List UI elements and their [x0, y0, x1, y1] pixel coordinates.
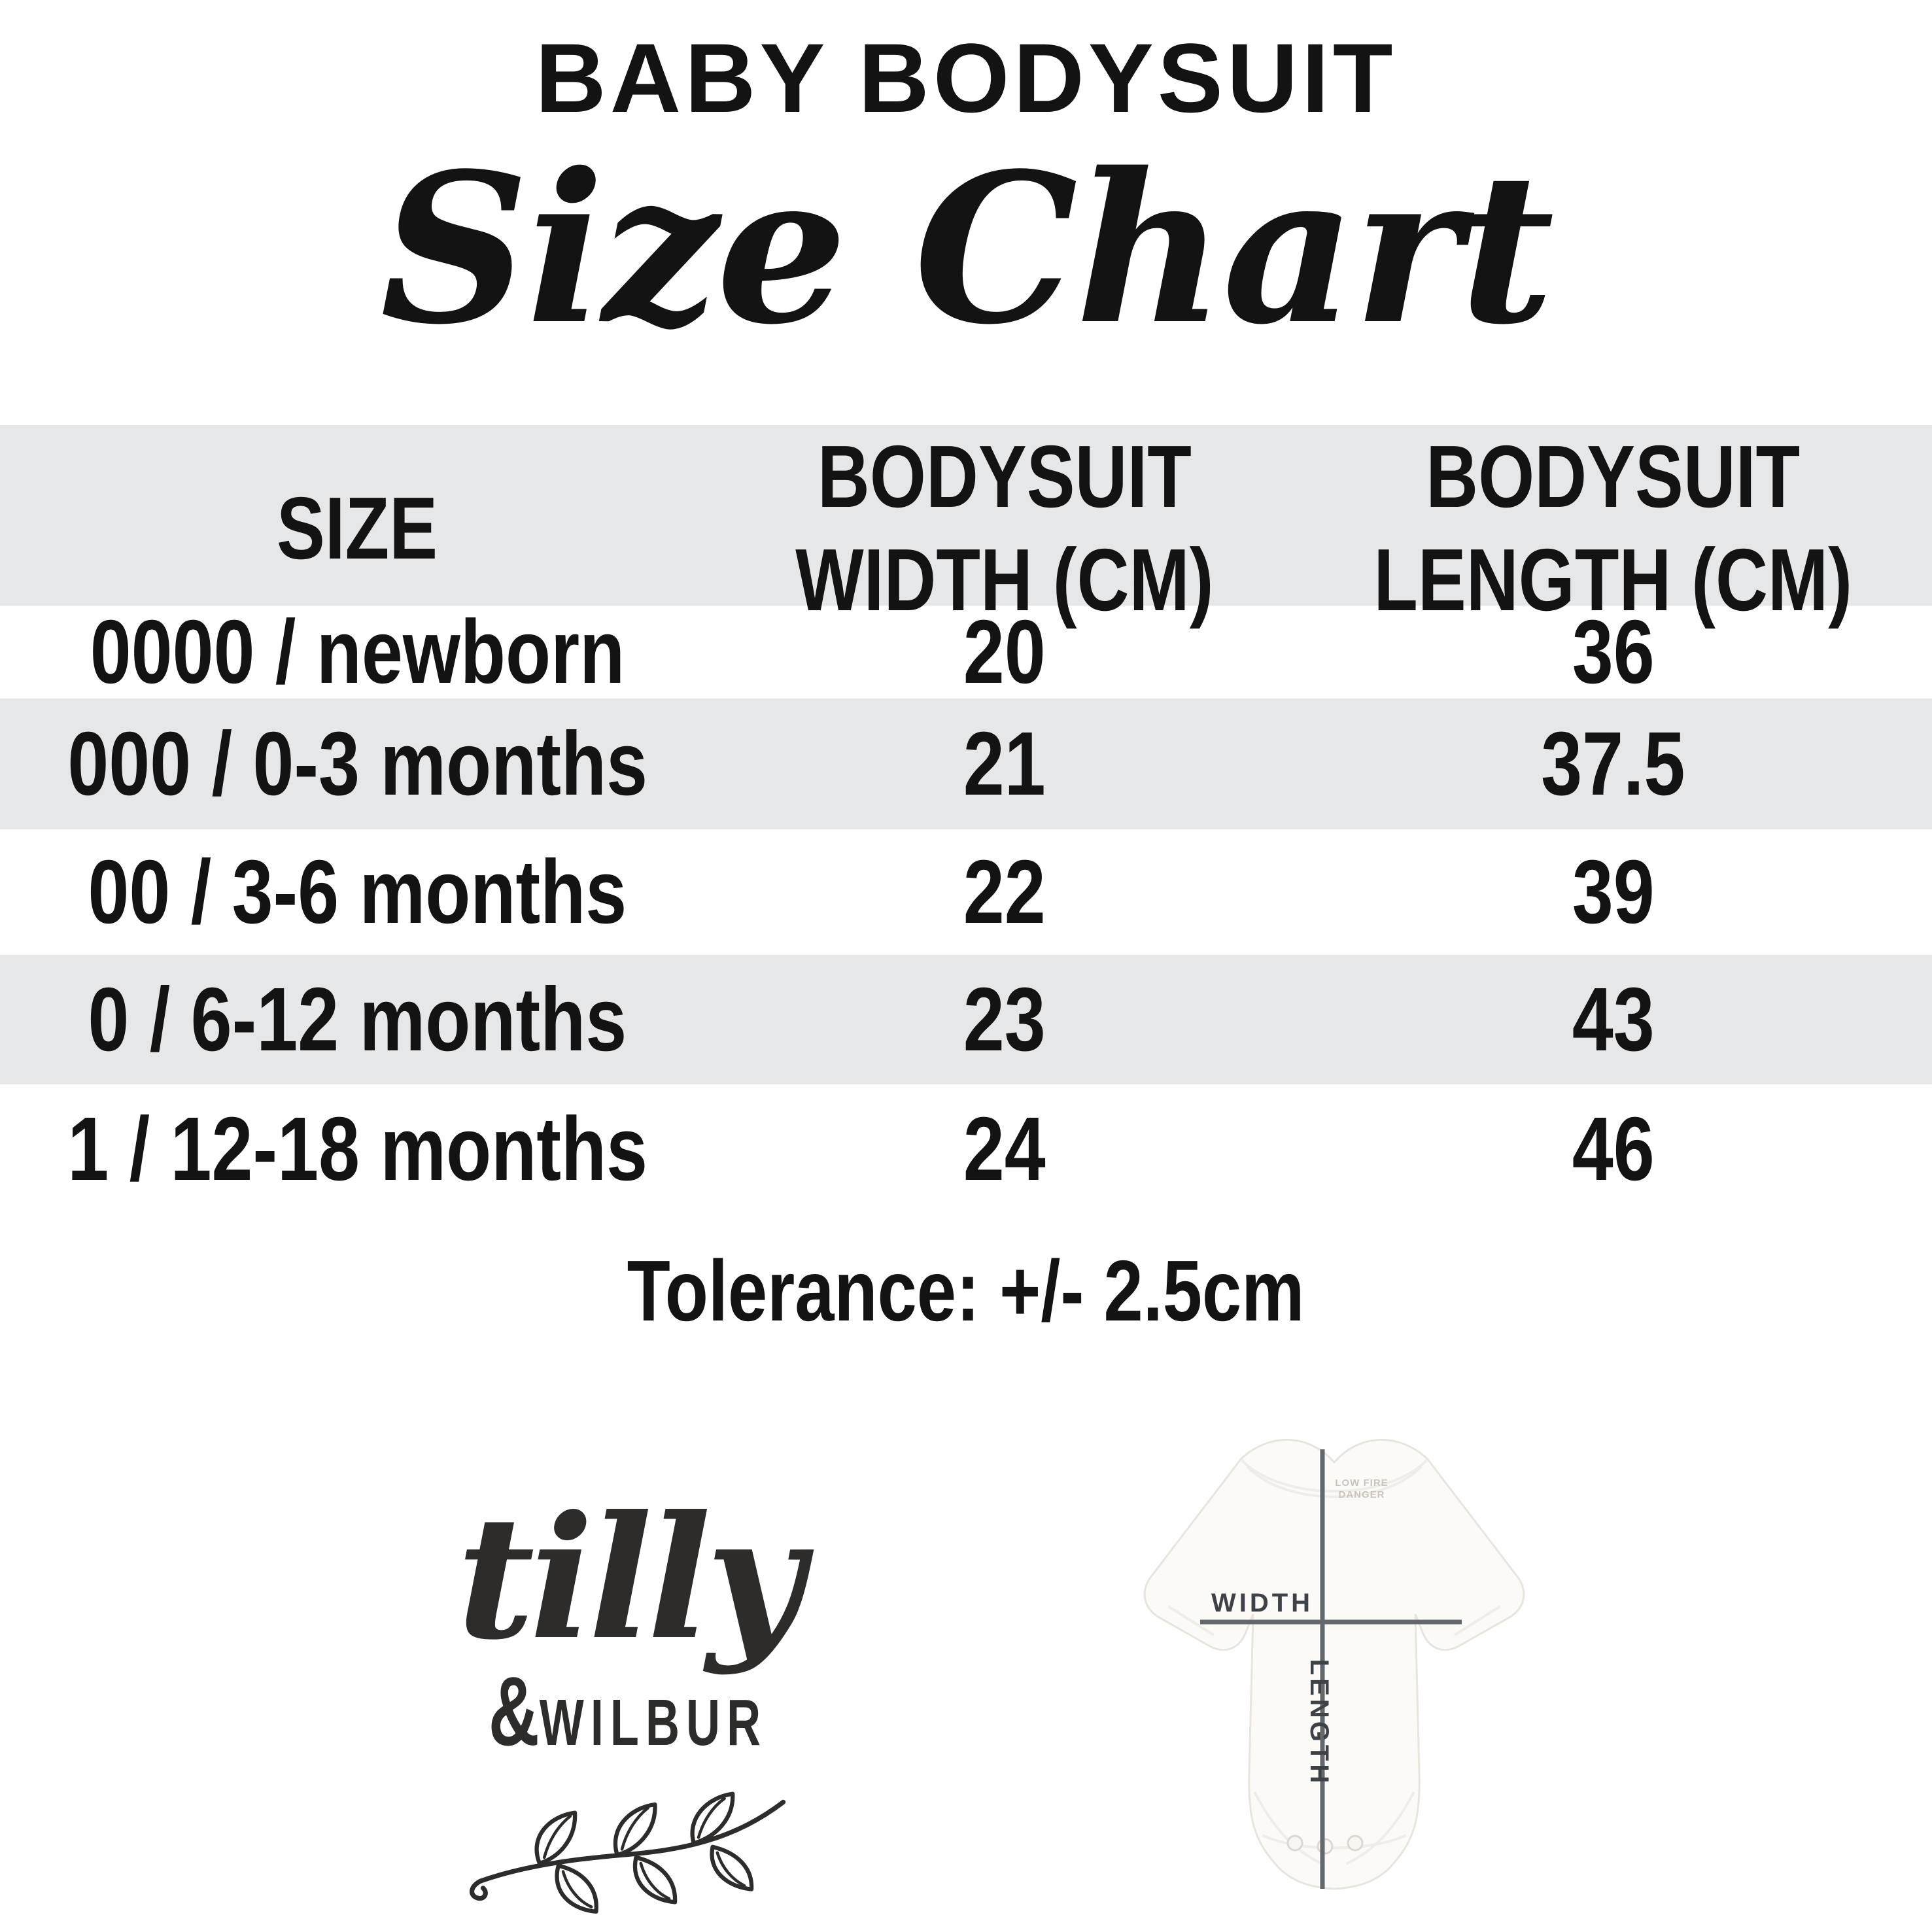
table-row: 0 / 6-12 months 23 43 — [0, 955, 1932, 1084]
length-cell: 39 — [1572, 842, 1655, 942]
snap-button — [1347, 1835, 1364, 1852]
table-header-row: SIZE BODYSUIT WIDTH (CM) BODYSUIT LENGTH… — [0, 425, 1932, 629]
brand-name-caps-row: & WILBUR — [454, 1662, 802, 1760]
neck-tag-label: LOW FIRE — [1335, 1477, 1388, 1489]
width-cell: 21 — [963, 714, 1046, 814]
size-cell: 00 / 3-6 months — [88, 842, 627, 942]
brand-logo: tilly & WILBUR — [386, 1479, 870, 1916]
ampersand: & — [488, 1656, 540, 1767]
neckline-seam — [1240, 1458, 1428, 1492]
width-cell: 22 — [963, 842, 1046, 942]
size-table: SIZE BODYSUIT WIDTH (CM) BODYSUIT LENGTH… — [0, 425, 1932, 1214]
brand-name-script: tilly — [457, 1479, 804, 1677]
table-row: 1 / 12-18 months 24 46 — [0, 1084, 1932, 1214]
size-cell: 1 / 12-18 months — [67, 1099, 647, 1199]
bodysuit-diagram: LOW FIRE DANGER WIDTH LENGTH — [1143, 1439, 1525, 1890]
page-subtitle: Size Chart — [380, 128, 1554, 370]
left-leg-seam — [1253, 1791, 1323, 1865]
crotch-flap-seam — [1262, 1834, 1407, 1850]
neckline-binding-seam — [1246, 1465, 1423, 1498]
size-cell: 0000 / newborn — [90, 602, 625, 702]
snap-button — [1317, 1838, 1334, 1855]
length-cell: 36 — [1572, 602, 1655, 702]
tolerance-note: Tolerance: +/- 2.5cm — [627, 1243, 1305, 1339]
width-cell: 20 — [963, 602, 1046, 702]
left-sleeve-hem-seam — [1167, 1605, 1215, 1636]
page-title: BABY BODYSUIT — [535, 23, 1397, 133]
column-header-length: BODYSUIT LENGTH (CM) — [1373, 427, 1853, 629]
length-cell: 43 — [1572, 969, 1655, 1070]
column-header-size: SIZE — [277, 479, 438, 578]
bodysuit-outline — [1143, 1439, 1525, 1890]
right-leg-seam — [1345, 1791, 1415, 1865]
size-cell: 000 / 0-3 months — [67, 714, 647, 814]
neck-tag-label: DANGER — [1338, 1489, 1385, 1500]
length-label: LENGTH — [1305, 1659, 1334, 1786]
column-header-width: BODYSUIT WIDTH (CM) — [795, 427, 1214, 629]
brand-name-caps: WILBUR — [539, 1686, 768, 1760]
table-row: 00 / 3-6 months 22 39 — [0, 829, 1932, 955]
size-cell: 0 / 6-12 months — [88, 969, 627, 1070]
width-cell: 24 — [963, 1099, 1046, 1199]
length-cell: 37.5 — [1541, 714, 1685, 814]
length-cell: 46 — [1572, 1099, 1655, 1199]
table-row: 0000 / newborn 20 36 — [0, 606, 1932, 699]
table-row: 000 / 0-3 months 21 37.5 — [0, 699, 1932, 829]
laurel-branch-icon — [469, 1791, 786, 1914]
snap-button — [1286, 1835, 1303, 1852]
width-label: WIDTH — [1211, 1589, 1313, 1617]
width-cell: 23 — [963, 969, 1046, 1070]
right-sleeve-hem-seam — [1453, 1605, 1502, 1636]
